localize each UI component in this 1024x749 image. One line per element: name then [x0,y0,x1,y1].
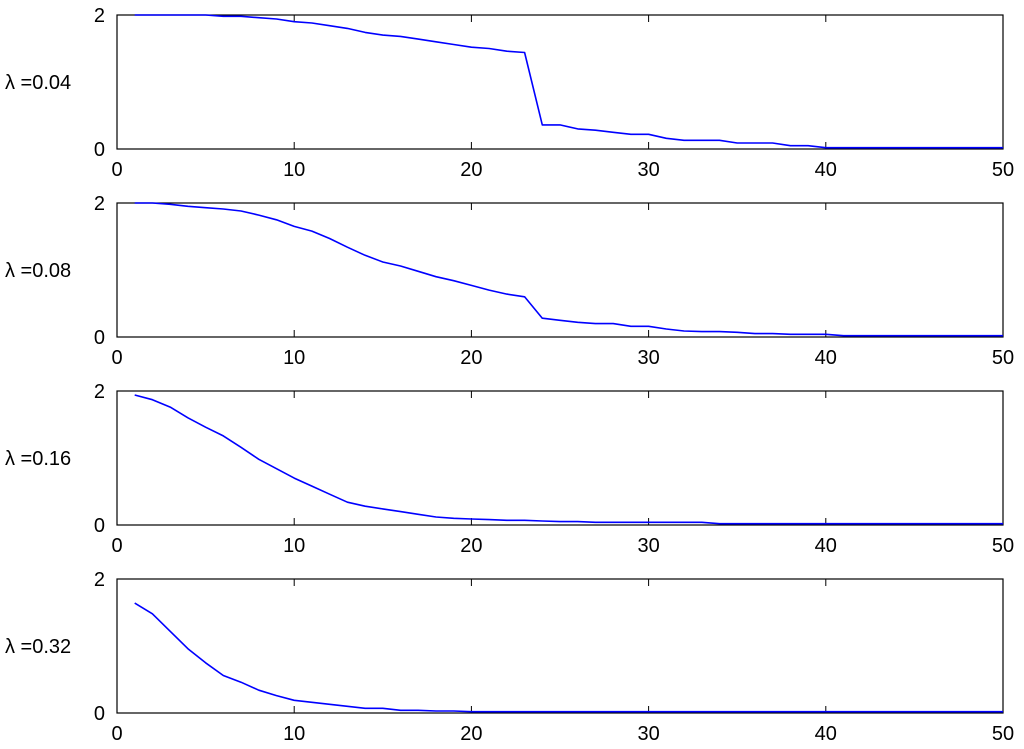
y-tick-label: 0 [94,515,105,537]
y-tick-label: 2 [94,193,105,215]
x-tick-label: 50 [992,347,1014,369]
subplot-1: 0 10 20 30 40 50 0 2 λ =0.04 [5,5,1014,181]
x-tick-label: 30 [637,159,659,181]
series-line [134,14,1003,149]
y-axis-label: λ =0.08 [5,260,71,282]
subplot-4: 0 10 20 30 40 50 0 2 λ =0.32 [5,569,1014,745]
x-tick-label: 30 [637,535,659,557]
x-tick-label: 50 [992,535,1014,557]
axes-frame [116,578,1004,714]
x-tick-label: 30 [637,723,659,745]
y-tick-label: 2 [94,5,105,27]
x-tick-label: 20 [460,159,482,181]
x-tick-label: 50 [992,159,1014,181]
x-tick-label: 0 [111,535,122,557]
y-axis-label: λ =0.16 [5,448,71,470]
y-axis-label: λ =0.32 [5,636,71,658]
y-tick-label: 0 [94,139,105,161]
subplot-3: 0 10 20 30 40 50 0 2 λ =0.16 [5,381,1014,557]
axes-frame [116,390,1004,526]
series-line [134,394,1003,525]
x-tick-label: 30 [637,347,659,369]
x-tick-label: 40 [815,347,837,369]
x-tick-label: 10 [283,535,305,557]
x-tick-label: 40 [815,723,837,745]
x-tick-label: 40 [815,535,837,557]
series-line [134,602,1003,713]
x-tick-label: 20 [460,535,482,557]
y-tick-label: 2 [94,381,105,403]
series-line [134,202,1003,337]
x-tick-label: 20 [460,723,482,745]
x-tick-label: 50 [992,723,1014,745]
x-tick-label: 40 [815,159,837,181]
x-tick-label: 0 [111,723,122,745]
x-tick-label: 0 [111,347,122,369]
axes-frame [116,202,1004,338]
x-tick-label: 10 [283,347,305,369]
x-tick-label: 20 [460,347,482,369]
x-tick-label: 0 [111,159,122,181]
x-tick-label: 10 [283,159,305,181]
subplot-2: 0 10 20 30 40 50 0 2 λ =0.08 [5,193,1014,369]
y-tick-label: 0 [94,703,105,725]
x-tick-label: 10 [283,723,305,745]
y-tick-label: 2 [94,569,105,591]
y-tick-label: 0 [94,327,105,349]
y-axis-label: λ =0.04 [5,72,71,94]
axes-frame [116,14,1004,150]
